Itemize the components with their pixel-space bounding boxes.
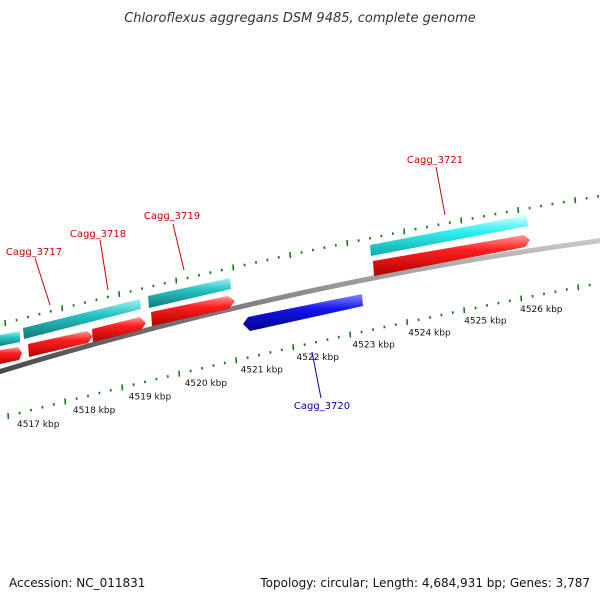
gene-bar-partial-left[interactable] bbox=[0, 331, 20, 347]
kbp-label: 4523 kbp bbox=[352, 341, 395, 351]
cds-arrow-cagg-3721[interactable] bbox=[373, 235, 530, 276]
inner-tick-ring bbox=[7, 283, 591, 420]
gene-label-cagg-3717[interactable]: Cagg_3717 bbox=[6, 247, 62, 258]
cds-arrow-partial-left[interactable] bbox=[0, 347, 22, 365]
kbp-label: 4526 kbp bbox=[520, 305, 563, 315]
gene-label-cagg-3721[interactable]: Cagg_3721 bbox=[407, 155, 463, 166]
forward-gene-track bbox=[0, 215, 528, 347]
kbp-label: 4518 kbp bbox=[73, 406, 116, 416]
cds-arrow-cagg-3717[interactable] bbox=[28, 331, 93, 357]
gene-labels: Cagg_3717 Cagg_3718 Cagg_3719 Cagg_3720 … bbox=[6, 155, 463, 412]
kbp-label: 4525 kbp bbox=[464, 317, 507, 327]
kbp-label: 4524 kbp bbox=[408, 328, 451, 338]
gene-label-cagg-3720[interactable]: Cagg_3720 bbox=[294, 401, 350, 412]
gene-label-cagg-3718[interactable]: Cagg_3718 bbox=[70, 229, 126, 240]
gene-bar-cagg-3719[interactable] bbox=[148, 278, 231, 308]
accession-text: Accession: NC_011831 bbox=[9, 576, 146, 590]
cds-arrow-cagg-3719[interactable] bbox=[151, 296, 235, 326]
kbp-label: 4522 kbp bbox=[297, 353, 340, 363]
leader-cagg-3718 bbox=[99, 239, 109, 291]
leader-cagg-3720 bbox=[311, 351, 322, 399]
cds-arrow-cagg-3718[interactable] bbox=[92, 317, 146, 342]
gene-bar-cagg-3717[interactable] bbox=[23, 299, 141, 339]
genome-summary-text: Topology: circular; Length: 4,684,931 bp… bbox=[260, 576, 590, 590]
genome-backbone bbox=[0, 238, 600, 375]
leader-cagg-3719 bbox=[172, 223, 185, 271]
map-title: Chloroflexus aggregans DSM 9485, complet… bbox=[124, 11, 476, 26]
kbp-label: 4520 kbp bbox=[185, 379, 228, 389]
kbp-label: 4517 kbp bbox=[17, 420, 60, 430]
gene-label-leaders bbox=[34, 166, 446, 399]
kbp-label-group: 4517 kbp 4518 kbp 4519 kbp 4520 kbp 4521 kbp… bbox=[17, 305, 563, 430]
leader-cagg-3721 bbox=[435, 166, 446, 216]
gene-bar-cagg-3721[interactable] bbox=[370, 215, 528, 256]
gene-label-cagg-3719[interactable]: Cagg_3719 bbox=[144, 211, 200, 222]
outer-tick-ring bbox=[4, 194, 600, 327]
leader-cagg-3717 bbox=[34, 257, 51, 306]
cds-arrow-cagg-3720[interactable] bbox=[243, 294, 363, 331]
kbp-label: 4521 kbp bbox=[241, 366, 284, 376]
kbp-label: 4519 kbp bbox=[129, 392, 172, 402]
forward-cds-track bbox=[0, 235, 530, 365]
